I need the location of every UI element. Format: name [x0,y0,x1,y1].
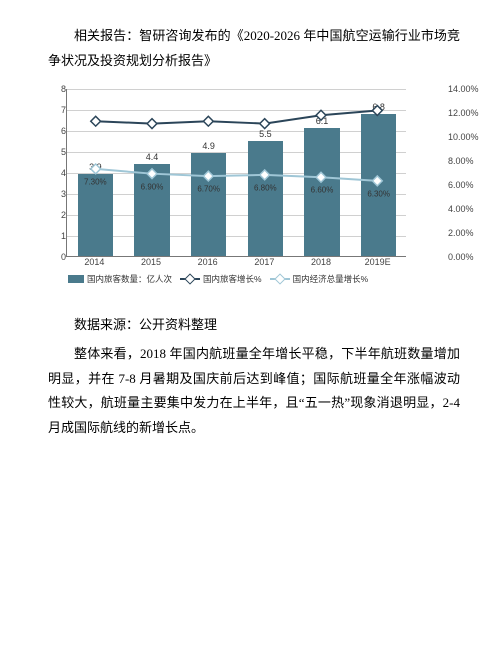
lines-layer [67,89,406,256]
legend-label-bars: 国内旅客数量：亿人次 [87,273,172,285]
legend-label-line2: 国内经济总量增长% [293,273,369,285]
legend-item-line2: 国内经济总量增长% [270,273,369,285]
combo-chart: 3.94.44.95.56.16.8 7.30%6.90%6.70%6.80%6… [48,85,448,295]
plot-area: 3.94.44.95.56.16.8 7.30%6.90%6.70%6.80%6… [66,89,406,257]
legend-swatch-line1 [180,275,200,283]
legend-swatch-bar [68,275,84,283]
legend: 国内旅客数量：亿人次 国内旅客增长% 国内经济总量增长% [68,273,368,285]
legend-item-line1: 国内旅客增长% [180,273,262,285]
source-note: 数据来源：公开资料整理 [48,313,460,338]
legend-label-line1: 国内旅客增长% [203,273,262,285]
intro-paragraph: 相关报告：智研咨询发布的《2020-2026 年中国航空运输行业市场竞争状况及投… [48,24,460,73]
chart-container: 3.94.44.95.56.16.8 7.30%6.90%6.70%6.80%6… [48,85,448,295]
legend-swatch-line2 [270,275,290,283]
page: 相关报告：智研咨询发布的《2020-2026 年中国航空运输行业市场竞争状况及投… [0,0,500,647]
legend-item-bars: 国内旅客数量：亿人次 [68,273,172,285]
body-paragraph: 整体来看，2018 年国内航班量全年增长平稳，下半年航班数量增加明显，并在 7-… [48,342,460,441]
